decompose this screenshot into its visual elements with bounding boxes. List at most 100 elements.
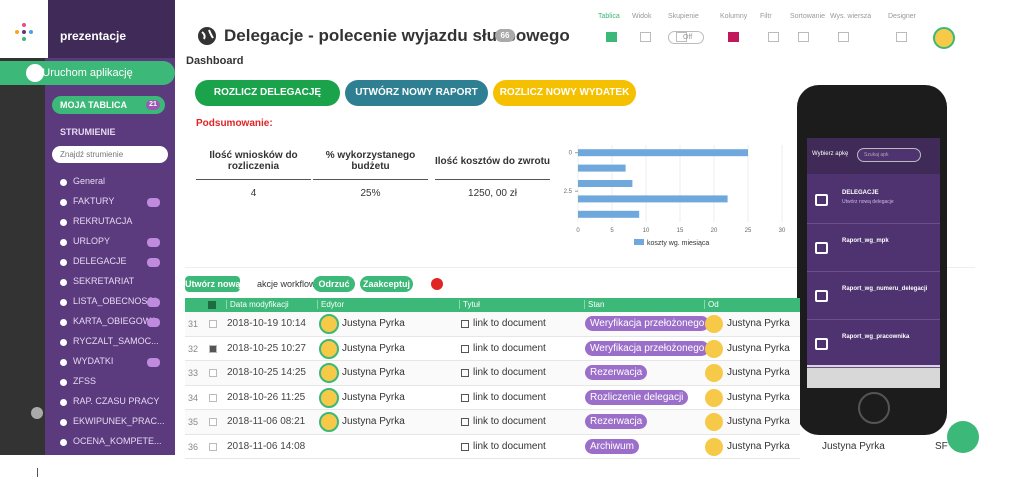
summary-label: Podsumowanie: bbox=[196, 118, 273, 129]
stream-dot bbox=[60, 339, 67, 346]
accept-button[interactable]: Zaakceptuj bbox=[360, 276, 413, 292]
column-header[interactable]: Tytuł bbox=[459, 300, 584, 309]
phone-item-label[interactable]: DELEGACJE bbox=[842, 190, 879, 196]
stream-name[interactable]: WYDATKI bbox=[73, 356, 114, 366]
x-tick-label: 25 bbox=[745, 228, 752, 234]
toolbar-label[interactable]: Skupienie bbox=[668, 13, 699, 20]
stream-name[interactable]: FAKTURY bbox=[73, 196, 115, 206]
stream-badge bbox=[147, 238, 160, 247]
row-id: 31 bbox=[188, 319, 199, 329]
stream-name[interactable]: RYCZALT_SAMOC... bbox=[73, 336, 159, 346]
stream-dot bbox=[60, 259, 67, 266]
stream-name[interactable]: LISTA_OBECNOSCI bbox=[73, 296, 157, 306]
row-checkbox[interactable] bbox=[209, 442, 217, 451]
row-checkbox[interactable] bbox=[209, 418, 217, 426]
stream-badge bbox=[147, 198, 160, 207]
action-button[interactable]: UTWÓRZ NOWY RAPORT bbox=[345, 80, 488, 106]
toolbar-label[interactable]: Designer bbox=[888, 13, 917, 20]
chat-button[interactable] bbox=[947, 421, 979, 453]
column-header[interactable]: Data modyfikacji bbox=[226, 300, 317, 309]
stream-badge bbox=[147, 358, 160, 367]
avatar bbox=[705, 413, 723, 431]
phone-item-icon bbox=[815, 338, 828, 350]
phone-item bbox=[807, 176, 940, 224]
toolbar-label[interactable]: Sortowanie bbox=[790, 13, 826, 20]
toolbar-label[interactable]: Wys. wiersza bbox=[830, 13, 872, 20]
help-icon[interactable] bbox=[31, 407, 43, 419]
stream-name[interactable]: SEKRETARIAT bbox=[73, 276, 135, 286]
row-checkbox[interactable] bbox=[209, 344, 217, 353]
x-tick-label: 15 bbox=[677, 228, 684, 234]
row-checkbox[interactable] bbox=[209, 320, 217, 328]
my-board[interactable] bbox=[52, 96, 165, 114]
column-header[interactable]: Stan bbox=[584, 300, 704, 309]
stream-badge bbox=[147, 318, 160, 327]
row-title[interactable]: link to document bbox=[473, 318, 546, 329]
new-button[interactable]: Utwórz nową bbox=[185, 276, 241, 292]
stream-name[interactable]: ZFSS bbox=[73, 376, 97, 386]
workflow-label: akcje workflow: bbox=[257, 279, 319, 289]
summary-value: 4 bbox=[250, 188, 257, 199]
app-name: prezentacje bbox=[60, 29, 127, 43]
stream-name[interactable]: EKWIPUNEK_PRAC... bbox=[73, 416, 165, 426]
stream-name[interactable]: DELEGACJE bbox=[73, 256, 127, 266]
row-status: Weryfikacja przełożonego bbox=[585, 316, 710, 331]
stream-dot bbox=[60, 399, 67, 406]
launch-icon bbox=[26, 64, 44, 82]
stream-name[interactable]: KARTA_OBIEGOWA bbox=[73, 316, 157, 326]
link-icon bbox=[461, 418, 469, 426]
table-header bbox=[185, 298, 800, 312]
stream-dot bbox=[60, 239, 67, 246]
link-icon bbox=[461, 320, 469, 328]
row-checkbox[interactable] bbox=[209, 393, 217, 402]
user-avatar[interactable] bbox=[933, 27, 955, 49]
summary-header: Ilość kosztów do zwrotu bbox=[435, 146, 550, 180]
stream-name[interactable]: URLOPY bbox=[73, 236, 111, 246]
phone-footer bbox=[807, 365, 940, 388]
row-title[interactable]: link to document bbox=[473, 367, 546, 378]
stream-dot bbox=[60, 179, 67, 186]
toggle[interactable]: Off bbox=[668, 31, 704, 44]
column-header[interactable]: Edytor bbox=[317, 300, 459, 309]
avatar bbox=[319, 363, 339, 383]
toolbar-icon bbox=[896, 32, 907, 42]
toolbar-label[interactable]: Filtr bbox=[760, 13, 772, 20]
phone-item-label[interactable]: Raport_wg_numeru_delegacji bbox=[842, 286, 928, 292]
phone-search[interactable]: Szukaj apk bbox=[857, 148, 921, 162]
row-title[interactable]: link to document bbox=[473, 416, 546, 427]
toolbar-label[interactable]: Widok bbox=[632, 13, 652, 20]
row-editor: Justyna Pyrka bbox=[342, 367, 405, 378]
toolbar-label[interactable]: Kolumny bbox=[720, 13, 748, 20]
action-button[interactable]: ROZLICZ NOWY WYDATEK bbox=[493, 80, 636, 106]
bar bbox=[578, 210, 640, 218]
row-extra: Justyna Pyrka bbox=[822, 440, 885, 452]
reject-button[interactable]: Odrzuć bbox=[313, 276, 355, 292]
stream-dot bbox=[60, 219, 67, 226]
launch-button[interactable]: Uruchom aplikację bbox=[0, 61, 175, 85]
stream-dot bbox=[60, 419, 67, 426]
phone-item-icon bbox=[815, 242, 828, 254]
stream-search[interactable]: Znajdź strumienie bbox=[52, 146, 168, 163]
stream-name[interactable]: REKRUTACJA bbox=[73, 216, 133, 226]
stream-name[interactable]: General bbox=[73, 176, 106, 186]
row-title[interactable]: link to document bbox=[473, 391, 546, 403]
x-tick-label: 5 bbox=[610, 228, 614, 234]
action-button[interactable]: ROZLICZ DELEGACJĘ bbox=[195, 80, 340, 106]
help-button[interactable] bbox=[431, 278, 443, 290]
avatar bbox=[705, 339, 723, 358]
row-checkbox[interactable] bbox=[209, 369, 217, 377]
stream-name[interactable]: OCENA_KOMPETE... bbox=[73, 436, 162, 446]
row-status: Rezerwacja bbox=[585, 414, 648, 429]
stream-name[interactable]: RAP. CZASU PRACY bbox=[73, 396, 160, 406]
x-tick-label: 20 bbox=[711, 228, 718, 234]
stream-dot bbox=[60, 379, 67, 386]
link-icon bbox=[461, 393, 469, 402]
stream-dot bbox=[60, 279, 67, 286]
phone-item-label[interactable]: Raport_wg_mpk bbox=[842, 238, 889, 244]
phone-item-label[interactable]: Raport_wg_pracownika bbox=[842, 334, 910, 340]
row-title[interactable]: link to document bbox=[473, 342, 546, 354]
row-date: 2018-11-06 14:08 bbox=[227, 440, 306, 452]
column-header[interactable]: Od bbox=[704, 300, 804, 309]
row-title[interactable]: link to document bbox=[473, 440, 546, 452]
toolbar-label[interactable]: Tablica bbox=[598, 13, 620, 20]
